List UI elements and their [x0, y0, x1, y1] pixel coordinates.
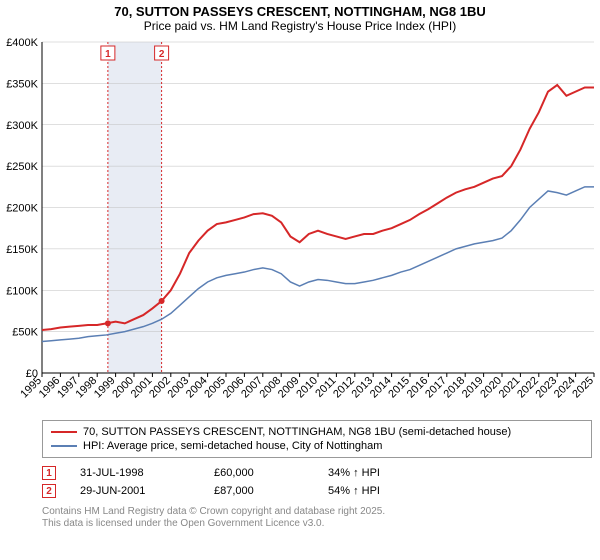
- marker-hpi: 54% ↑ HPI: [328, 485, 428, 497]
- svg-text:2025: 2025: [570, 375, 596, 401]
- svg-text:£250K: £250K: [6, 161, 38, 173]
- marker-row: 1 31-JUL-1998 £60,000 34% ↑ HPI: [42, 464, 592, 482]
- svg-text:2: 2: [159, 49, 165, 60]
- attribution: Contains HM Land Registry data © Crown c…: [42, 506, 592, 530]
- legend-label-2: HPI: Average price, semi-detached house,…: [83, 440, 382, 452]
- marker-hpi: 34% ↑ HPI: [328, 467, 428, 479]
- title-line2: Price paid vs. HM Land Registry's House …: [0, 19, 600, 33]
- marker-table: 1 31-JUL-1998 £60,000 34% ↑ HPI 2 29-JUN-2001…: [42, 464, 592, 500]
- legend-label-1: 70, SUTTON PASSEYS CRESCENT, NOTTINGHAM,…: [83, 426, 511, 438]
- marker-row: 2 29-JUN-2001 £87,000 54% ↑ HPI: [42, 482, 592, 500]
- svg-text:£300K: £300K: [6, 120, 38, 132]
- marker-box-icon: 2: [42, 484, 56, 498]
- attribution-line2: This data is licensed under the Open Gov…: [42, 518, 592, 530]
- svg-text:£50K: £50K: [12, 327, 38, 339]
- marker-date: 29-JUN-2001: [80, 485, 190, 497]
- chart-title-block: 70, SUTTON PASSEYS CRESCENT, NOTTINGHAM,…: [0, 0, 600, 35]
- svg-text:£350K: £350K: [6, 78, 38, 90]
- svg-text:£150K: £150K: [6, 244, 38, 256]
- svg-text:£100K: £100K: [6, 285, 38, 297]
- chart-svg: £0£50K£100K£150K£200K£250K£300K£350K£400…: [0, 38, 600, 418]
- attribution-line1: Contains HM Land Registry data © Crown c…: [42, 506, 592, 518]
- svg-text:£400K: £400K: [6, 38, 38, 49]
- legend-box: 70, SUTTON PASSEYS CRESCENT, NOTTINGHAM,…: [42, 420, 592, 458]
- legend-row-1: 70, SUTTON PASSEYS CRESCENT, NOTTINGHAM,…: [51, 425, 583, 439]
- svg-text:£200K: £200K: [6, 203, 38, 215]
- marker-box-icon: 1: [42, 466, 56, 480]
- legend-row-2: HPI: Average price, semi-detached house,…: [51, 439, 583, 453]
- title-line1: 70, SUTTON PASSEYS CRESCENT, NOTTINGHAM,…: [0, 4, 600, 19]
- marker-price: £60,000: [214, 467, 304, 479]
- footer-block: 70, SUTTON PASSEYS CRESCENT, NOTTINGHAM,…: [42, 420, 592, 530]
- legend-swatch-1: [51, 431, 77, 433]
- svg-text:1: 1: [105, 49, 111, 60]
- legend-swatch-2: [51, 445, 77, 447]
- marker-date: 31-JUL-1998: [80, 467, 190, 479]
- marker-price: £87,000: [214, 485, 304, 497]
